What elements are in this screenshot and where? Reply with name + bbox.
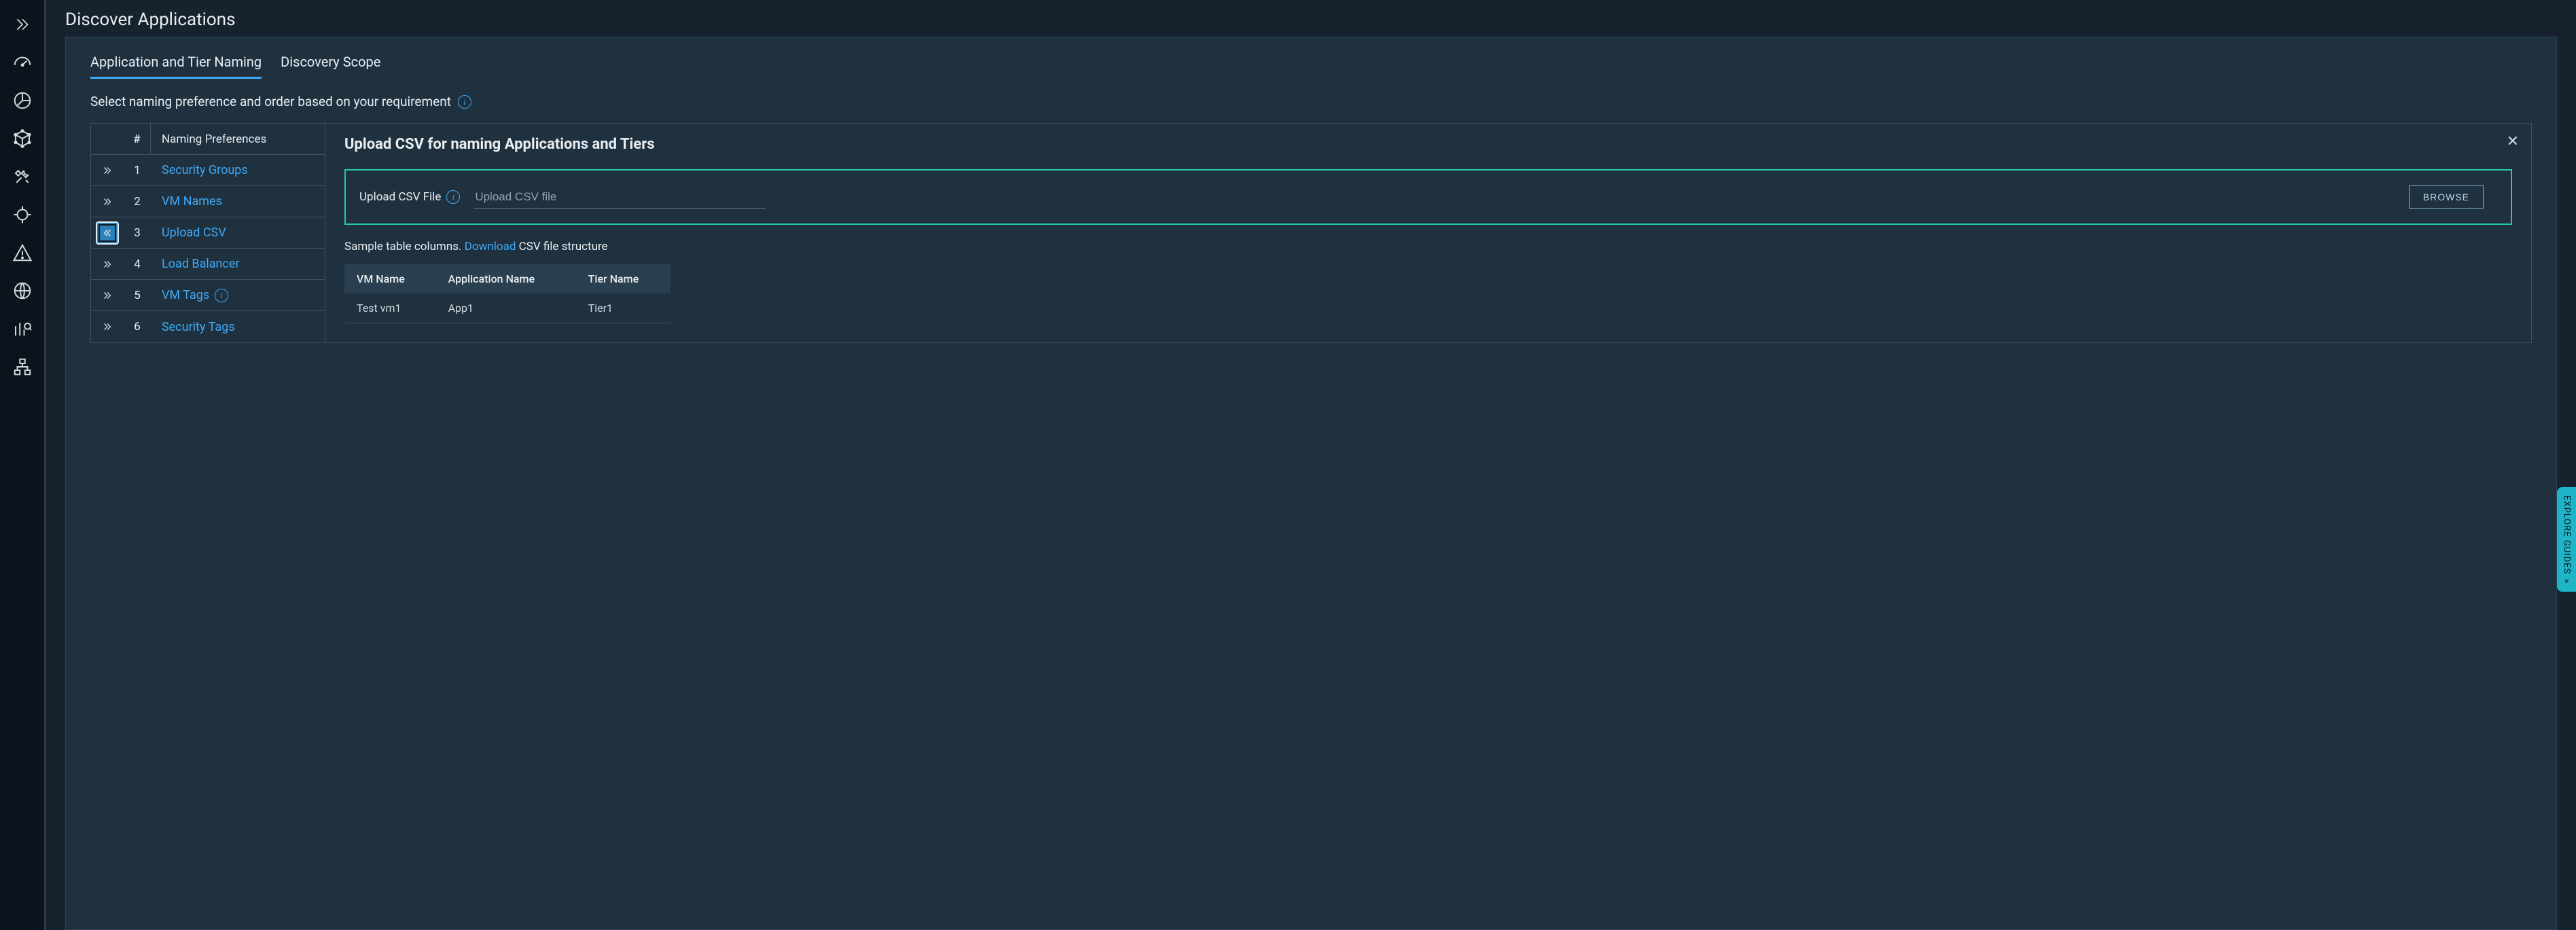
sample-prefix: Sample table columns. bbox=[344, 240, 462, 253]
upload-csv-panel: ✕ Upload CSV for naming Applications and… bbox=[325, 124, 2531, 342]
pie-chart-icon bbox=[12, 90, 33, 111]
pref-number: 5 bbox=[124, 280, 151, 310]
upload-label-text: Upload CSV File bbox=[359, 190, 441, 204]
sidebar-item-reports[interactable] bbox=[0, 310, 46, 348]
drag-handle-icon[interactable] bbox=[100, 194, 115, 209]
pref-label: Security Groups bbox=[151, 163, 325, 177]
drag-handle-icon[interactable] bbox=[100, 163, 115, 178]
sidebar-nav bbox=[0, 0, 46, 930]
info-icon[interactable]: i bbox=[458, 95, 471, 109]
page-title: Discover Applications bbox=[46, 0, 2576, 37]
explore-label: EXPLORE GUIDES bbox=[2562, 495, 2572, 574]
sample-table: VM Name Application Name Tier Name Test … bbox=[344, 264, 670, 323]
table-row: Test vm1 App1 Tier1 bbox=[344, 293, 670, 323]
cell-tier-name: Tier1 bbox=[576, 293, 670, 323]
drag-handle-icon[interactable] bbox=[100, 319, 115, 334]
globe-icon bbox=[12, 281, 33, 301]
tab-discovery-scope[interactable]: Discovery Scope bbox=[281, 54, 380, 79]
preferences-header: # Naming Preferences bbox=[91, 124, 325, 155]
cube-network-icon bbox=[12, 128, 33, 149]
pref-row-vm-names[interactable]: 2 VM Names bbox=[91, 186, 325, 217]
info-icon[interactable]: i bbox=[215, 289, 228, 302]
pref-number: 2 bbox=[124, 186, 151, 217]
tools-icon bbox=[12, 166, 33, 187]
col-vm-name: VM Name bbox=[344, 264, 436, 293]
tab-application-naming[interactable]: Application and Tier Naming bbox=[90, 54, 262, 79]
instruction-label: Select naming preference and order based… bbox=[90, 94, 451, 109]
sample-suffix: CSV file structure bbox=[519, 240, 608, 253]
sidebar-item-topology[interactable] bbox=[0, 120, 46, 158]
col-tier-name: Tier Name bbox=[576, 264, 670, 293]
pref-row-security-groups[interactable]: 1 Security Groups bbox=[91, 155, 325, 186]
header-name: Naming Preferences bbox=[151, 132, 325, 146]
chevron-double-right-icon bbox=[14, 16, 31, 33]
pref-row-upload-csv[interactable]: 3 Upload CSV bbox=[91, 217, 325, 249]
hierarchy-icon bbox=[12, 357, 33, 377]
browse-button[interactable]: BROWSE bbox=[2409, 185, 2484, 209]
pref-label: Upload CSV bbox=[151, 226, 325, 240]
preferences-table: # Naming Preferences 1 Security Groups 2… bbox=[91, 124, 325, 342]
sidebar-item-tools[interactable] bbox=[0, 158, 46, 196]
gauge-icon bbox=[12, 52, 33, 73]
drag-handle-active-icon[interactable] bbox=[96, 221, 119, 245]
pref-row-security-tags[interactable]: 6 Security Tags bbox=[91, 311, 325, 342]
instruction-text: Select naming preference and order based… bbox=[90, 94, 2532, 109]
pref-row-load-balancer[interactable]: 4 Load Balancer bbox=[91, 249, 325, 280]
drag-handle-icon[interactable] bbox=[100, 288, 115, 303]
header-number: # bbox=[124, 124, 151, 154]
detail-title: Upload CSV for naming Applications and T… bbox=[344, 136, 2512, 153]
crosshair-icon bbox=[12, 204, 33, 225]
sidebar-item-alerts[interactable] bbox=[0, 234, 46, 272]
pref-label: Security Tags bbox=[151, 320, 325, 334]
info-icon[interactable]: i bbox=[446, 190, 460, 204]
pref-label: Load Balancer bbox=[151, 257, 325, 271]
col-app-name: Application Name bbox=[436, 264, 576, 293]
chevron-double-left-icon: « bbox=[2561, 578, 2572, 584]
pref-label-text: VM Tags bbox=[162, 288, 209, 302]
pref-number: 3 bbox=[124, 217, 151, 248]
explore-guides-tab[interactable]: EXPLORE GUIDES « bbox=[2557, 487, 2576, 592]
sidebar-item-target[interactable] bbox=[0, 196, 46, 234]
close-icon[interactable]: ✕ bbox=[2507, 133, 2519, 150]
sidebar-item-dashboard[interactable] bbox=[0, 43, 46, 82]
app-root: Discover Applications Application and Ti… bbox=[0, 0, 2576, 930]
pref-number: 1 bbox=[124, 155, 151, 185]
pref-row-vm-tags[interactable]: 5 VM Tags i bbox=[91, 280, 325, 311]
upload-label: Upload CSV File i bbox=[359, 190, 460, 204]
sidebar-item-analytics[interactable] bbox=[0, 82, 46, 120]
main-content: Discover Applications Application and Ti… bbox=[46, 0, 2576, 930]
cell-vm-name: Test vm1 bbox=[344, 293, 436, 323]
pref-number: 6 bbox=[124, 311, 151, 342]
sidebar-item-globe[interactable] bbox=[0, 272, 46, 310]
download-link[interactable]: Download bbox=[465, 240, 516, 253]
alert-triangle-icon bbox=[12, 243, 33, 263]
table-header-row: VM Name Application Name Tier Name bbox=[344, 264, 670, 293]
pref-label: VM Names bbox=[151, 194, 325, 209]
sidebar-expand-button[interactable] bbox=[0, 5, 46, 43]
content-panel: Application and Tier Naming Discovery Sc… bbox=[65, 37, 2557, 930]
naming-panel: # Naming Preferences 1 Security Groups 2… bbox=[90, 123, 2532, 343]
sidebar-item-hierarchy[interactable] bbox=[0, 348, 46, 386]
drag-handle-icon[interactable] bbox=[100, 257, 115, 272]
sample-text: Sample table columns. Download CSV file … bbox=[344, 240, 2512, 253]
upload-file-input[interactable] bbox=[473, 186, 766, 209]
upload-box: Upload CSV File i BROWSE bbox=[344, 169, 2512, 225]
tab-bar: Application and Tier Naming Discovery Sc… bbox=[90, 54, 2532, 79]
chart-search-icon bbox=[12, 319, 33, 339]
pref-number: 4 bbox=[124, 249, 151, 279]
pref-label: VM Tags i bbox=[151, 288, 325, 302]
cell-app-name: App1 bbox=[436, 293, 576, 323]
